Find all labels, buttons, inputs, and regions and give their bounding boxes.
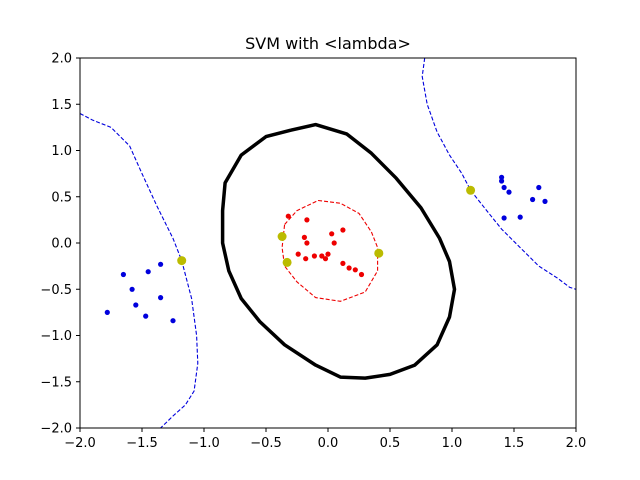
y-tick-label-3: −0.5 <box>40 283 72 298</box>
data-point-1-13 <box>340 260 346 266</box>
y-tick-label-4: 0.0 <box>51 237 72 252</box>
data-point-1-15 <box>352 267 358 273</box>
data-point-0-16 <box>517 214 523 220</box>
data-point-1-14 <box>346 265 352 271</box>
data-point-0-6 <box>158 295 164 301</box>
data-point-0-4 <box>133 302 139 308</box>
x-tick-label-7: 1.5 <box>504 436 525 451</box>
decision-boundary-line <box>220 122 457 380</box>
x-tick-label-6: 1.0 <box>442 436 463 451</box>
data-point-1-6 <box>331 240 337 246</box>
x-tick-label-5: 0.5 <box>380 436 401 451</box>
data-point-0-11 <box>501 184 507 191</box>
data-point-1-8 <box>303 256 309 262</box>
x-tick-label-3: −0.5 <box>250 436 282 451</box>
x-tick-label-0: −2.0 <box>64 436 96 451</box>
plot-area <box>79 57 577 429</box>
data-point-1-3 <box>304 240 310 246</box>
data-point-1-11 <box>325 251 331 257</box>
data-point-0-12 <box>506 189 512 195</box>
support-vector-point-1 <box>277 232 287 241</box>
support-vector-point-2 <box>282 257 292 267</box>
x-tick-label-8: 2.0 <box>566 436 587 451</box>
data-point-0-15 <box>530 196 536 203</box>
data-point-0-0 <box>120 271 126 278</box>
data-point-0-17 <box>501 215 507 221</box>
data-point-1-1 <box>304 217 310 223</box>
data-point-0-3 <box>129 286 135 292</box>
x-tick-label-2: −1.0 <box>188 436 220 451</box>
y-tick-label-5: 0.5 <box>51 190 72 205</box>
data-point-0-8 <box>104 309 110 315</box>
y-tick-label-7: 1.5 <box>51 98 72 113</box>
data-point-1-7 <box>295 251 301 257</box>
y-tick-label-6: 1.0 <box>51 144 72 159</box>
data-point-0-14 <box>542 198 548 204</box>
data-point-0-5 <box>143 313 149 319</box>
chart-title: SVM with <lambda> <box>245 34 411 53</box>
data-point-0-13 <box>536 184 542 191</box>
support-vector-point-3 <box>374 248 384 258</box>
data-point-0-2 <box>158 261 164 267</box>
support-vector-point-4 <box>466 185 476 195</box>
data-point-0-1 <box>145 269 151 275</box>
margin-line-4 <box>281 199 379 302</box>
x-tick-label-4: 0.0 <box>318 436 339 451</box>
data-point-0-9 <box>499 178 505 184</box>
data-point-0-10 <box>499 174 505 180</box>
y-tick-label-8: 2.0 <box>51 52 72 67</box>
y-tick-label-2: −1.0 <box>40 329 72 344</box>
data-point-0-7 <box>170 318 176 324</box>
x-tick-label-1: −1.5 <box>126 436 158 451</box>
data-point-1-16 <box>358 271 365 278</box>
margin-line-5 <box>79 113 199 429</box>
data-point-1-2 <box>301 234 307 240</box>
data-point-1-12 <box>322 256 329 262</box>
margin-line-6 <box>421 57 577 290</box>
y-tick-label-0: −2.0 <box>40 422 72 437</box>
axes: −2.0 −1.5 −1.0 −0.5 0.0 0.5 1.0 1.5 2.0 −2.0 −1.5 −… <box>40 52 586 452</box>
data-point-1-0 <box>285 213 291 219</box>
data-point-1-4 <box>329 231 335 237</box>
data-point-1-10 <box>319 253 325 259</box>
data-point-1-9 <box>311 253 317 259</box>
y-tick-label-1: −1.5 <box>40 375 72 390</box>
data-point-1-5 <box>340 227 346 233</box>
support-vector-point-0 <box>177 256 187 266</box>
